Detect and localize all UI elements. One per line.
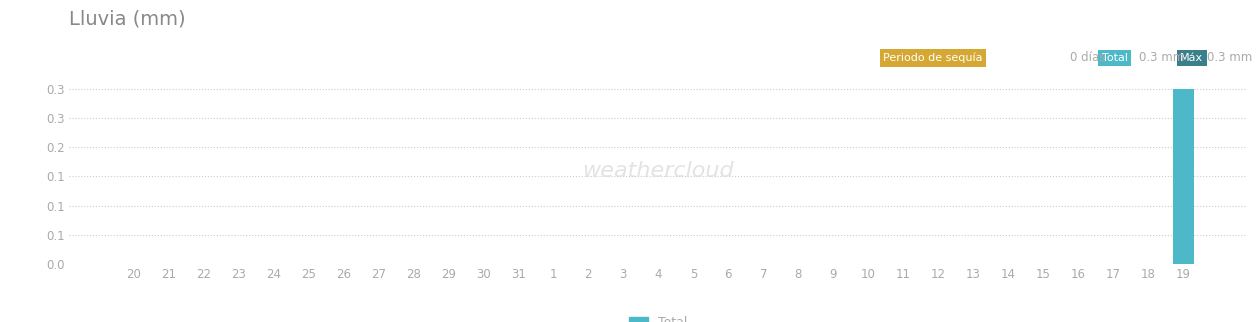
Text: 0.3 mm: 0.3 mm <box>1207 52 1252 64</box>
Legend: Total: Total <box>624 311 693 322</box>
Text: 0 días: 0 días <box>1070 52 1105 64</box>
Text: Periodo de sequía: Periodo de sequía <box>883 53 983 63</box>
Text: Total: Total <box>1101 53 1128 63</box>
Text: Máx: Máx <box>1181 53 1203 63</box>
Bar <box>1173 89 1193 264</box>
Text: weathercloud: weathercloud <box>582 161 735 181</box>
Text: 0.3 mm: 0.3 mm <box>1139 52 1184 64</box>
Text: Lluvia (mm): Lluvia (mm) <box>69 10 186 29</box>
